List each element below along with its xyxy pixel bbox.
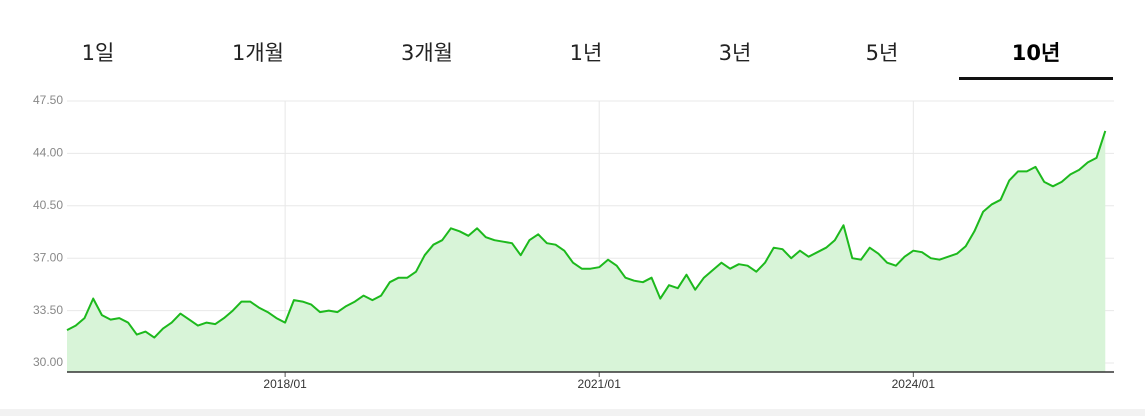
tab-underline <box>959 77 1113 80</box>
price-line <box>66 130 1107 339</box>
y-tick-label: 37.00 <box>33 250 63 264</box>
x-tick-label: 2018/01 <box>263 377 307 391</box>
period-tab[interactable]: 1개월 <box>232 41 284 65</box>
y-tick-label: 47.50 <box>33 93 63 107</box>
period-tab[interactable]: 3년 <box>719 41 752 65</box>
y-tick-label: 44.00 <box>33 146 63 160</box>
period-tab[interactable]: 5년 <box>866 41 899 65</box>
y-tick-label: 33.50 <box>33 303 63 317</box>
period-tab[interactable]: 10년 <box>1012 41 1061 65</box>
bottom-strip <box>0 409 1145 416</box>
period-tab[interactable]: 3개월 <box>401 41 453 65</box>
period-tab[interactable]: 1일 <box>82 41 115 65</box>
x-tick-label: 2024/01 <box>892 377 936 391</box>
y-tick-label: 40.50 <box>33 198 63 212</box>
area-fill <box>67 130 1106 372</box>
y-tick-label: 30.00 <box>33 355 63 369</box>
period-tab[interactable]: 1년 <box>570 41 603 65</box>
x-tick-label: 2021/01 <box>578 377 622 391</box>
